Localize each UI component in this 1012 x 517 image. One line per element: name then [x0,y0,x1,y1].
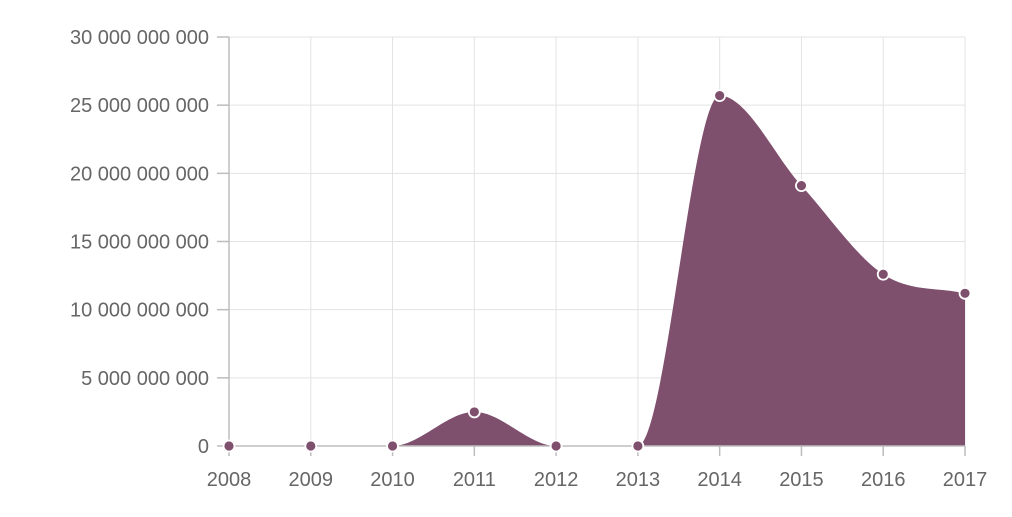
data-point[interactable] [304,439,318,453]
y-tick-label: 5 000 000 000 [81,368,209,390]
x-axis-tick-labels: 2008 2009 2010 2011 2012 2013 2014 2015 2016 2017 [207,469,988,491]
x-tick-label: 2017 [943,469,988,491]
data-point[interactable] [713,89,727,103]
data-point[interactable] [222,439,236,453]
y-tick-label: 15 000 000 000 [70,232,209,254]
x-tick-label: 2011 [453,469,496,491]
x-tick-label: 2008 [207,469,252,491]
y-axis-tick-labels: 0 5 000 000 000 10 000 000 000 15 000 000 0… [70,27,209,458]
series-area-fill [229,95,965,446]
data-point[interactable] [386,439,399,453]
y-tick-label: 30 000 000 000 [70,27,209,49]
x-tick-label: 2013 [616,469,661,491]
y-tick-label: 25 000 000 000 [70,95,209,117]
x-tick-label: 2010 [370,469,415,491]
data-point[interactable] [549,439,563,453]
data-points [222,89,972,453]
x-tick-label: 2015 [779,469,824,491]
x-tick-label: 2016 [861,469,906,491]
data-point[interactable] [795,179,808,193]
series-area [229,95,965,446]
data-point[interactable] [876,267,890,281]
data-point[interactable] [958,286,972,300]
y-tick-label: 0 [198,436,209,458]
data-point[interactable] [467,405,481,419]
x-tick-label: 2012 [534,469,579,491]
y-tick-label: 10 000 000 000 [70,300,209,322]
data-point[interactable] [631,439,645,453]
x-tick-label: 2009 [289,469,334,491]
x-tick-label: 2014 [697,469,742,491]
y-tick-label: 20 000 000 000 [70,163,209,185]
